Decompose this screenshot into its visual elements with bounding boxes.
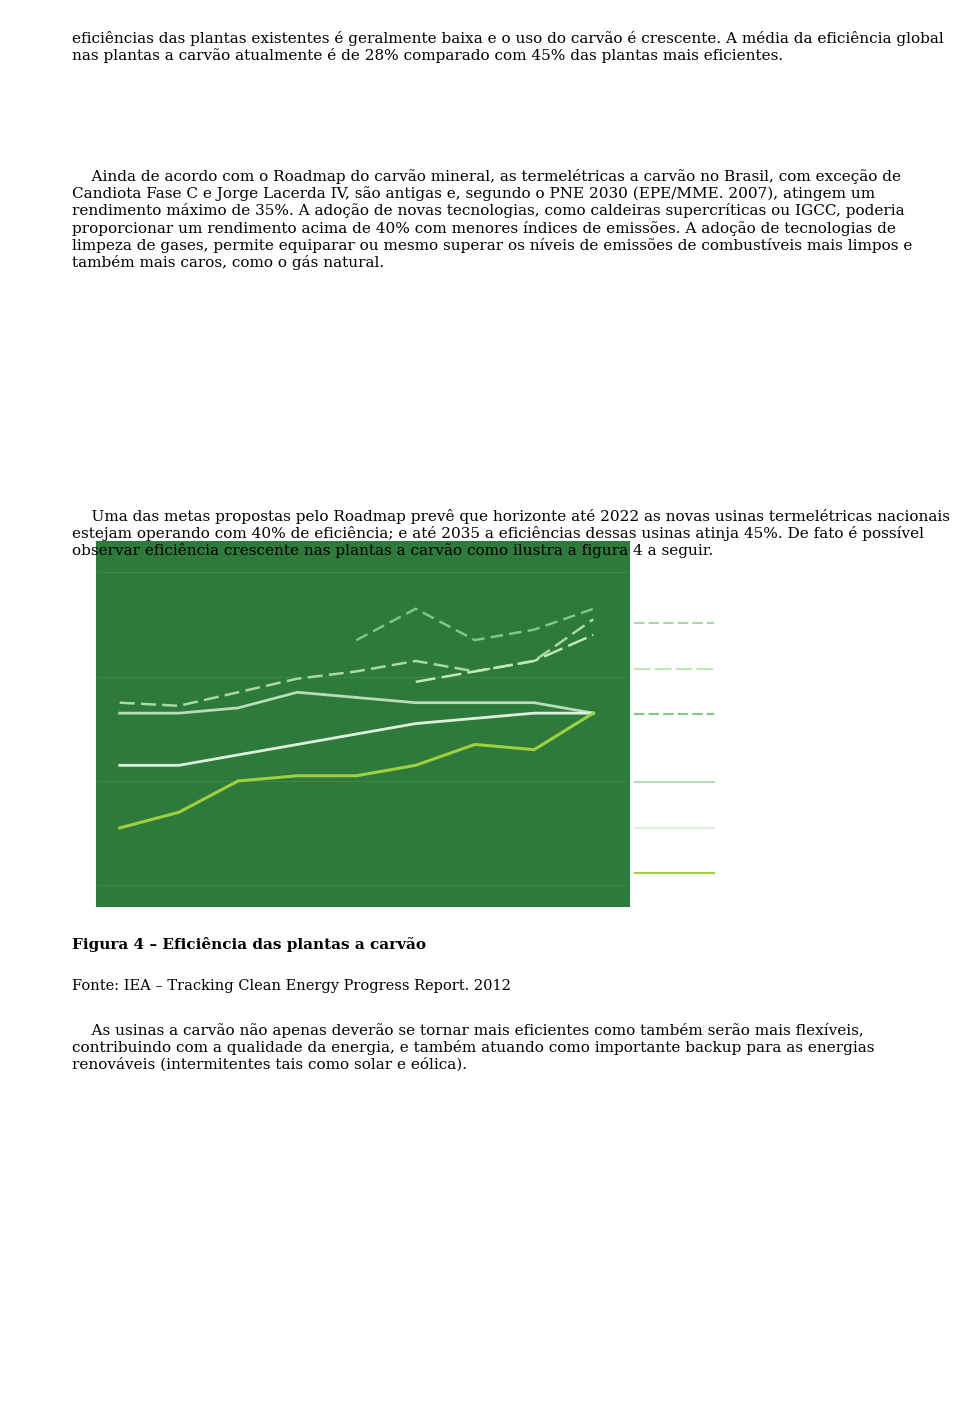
- Text: China: China: [720, 666, 749, 676]
- Text: Supercritical +
ultrasupercritical: Supercritical + ultrasupercritical: [642, 552, 727, 575]
- Text: China: China: [720, 825, 749, 835]
- Text: Ainda de acordo com o Roadmap do carvão mineral, as termelétricas a carvão no Br: Ainda de acordo com o Roadmap do carvão …: [72, 169, 912, 270]
- Text: Uma das metas propostas pelo Roadmap prevê que horizonte até 2022 as novas usina: Uma das metas propostas pelo Roadmap pre…: [72, 509, 950, 558]
- Text: Subcritical: Subcritical: [642, 749, 695, 759]
- Y-axis label: Efficiency, LHV %: Efficiency, LHV %: [62, 674, 72, 773]
- Text: India: India: [720, 712, 745, 722]
- Text: eficiências das plantas existentes é geralmente baixa e o uso do carvão é cresce: eficiências das plantas existentes é ger…: [72, 31, 944, 63]
- Text: Figura 4 – Eficiência das plantas a carvão: Figura 4 – Eficiência das plantas a carv…: [72, 937, 426, 953]
- Text: As usinas a carvão não apenas deverão se tornar mais eficientes como também serã: As usinas a carvão não apenas deverão se…: [72, 1023, 875, 1072]
- Text: OECD 5: OECD 5: [720, 621, 758, 631]
- Text: OECD 5: OECD 5: [720, 780, 758, 790]
- Text: India: India: [720, 871, 745, 881]
- Text: Fonte: IEA – Tracking Clean Energy Progress Report. 2012: Fonte: IEA – Tracking Clean Energy Progr…: [72, 979, 511, 993]
